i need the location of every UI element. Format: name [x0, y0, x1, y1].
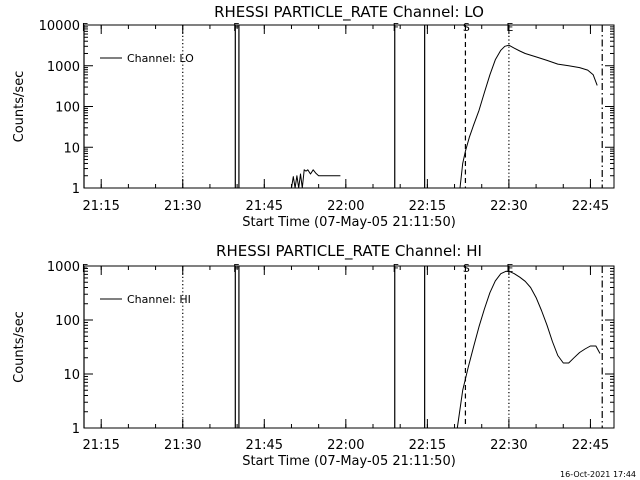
x-axis-label: Start Time (07-May-05 21:11:50): [242, 454, 456, 469]
x-tick-label: 21:45: [246, 199, 283, 214]
y-tick-label: 1000: [47, 60, 80, 75]
y-tick-label: 100: [55, 101, 80, 116]
y-tick-label: 10: [63, 141, 80, 156]
x-tick-label: 22:15: [409, 438, 446, 453]
lo-channel-panel: RHESSI PARTICLE_RATE Channel: LO 1 10 100 10…: [12, 3, 615, 230]
x-tick-label: 21:15: [82, 199, 119, 214]
footer-timestamp: 16-Oct-2021 17:44: [560, 470, 636, 479]
series-line: [291, 169, 341, 189]
x-tick-label: 22:30: [490, 199, 527, 214]
x-tick-label: 22:00: [327, 438, 364, 453]
y-tick-label: 10000: [39, 19, 80, 34]
x-axis-label: Start Time (07-May-05 21:11:50): [242, 215, 456, 230]
event-marker-label: F: [233, 262, 239, 275]
event-marker-label: S: [463, 21, 470, 34]
plot-frame: [83, 265, 615, 429]
chart-title: RHESSI PARTICLE_RATE Channel: HI: [216, 242, 482, 261]
x-tick-label: 22:30: [490, 438, 527, 453]
y-tick-label: 10: [63, 368, 80, 383]
event-marker-label: F: [82, 21, 88, 34]
x-tick-label: 21:15: [82, 438, 119, 453]
y-axis-label: Counts/sec: [12, 71, 27, 143]
series-line: [459, 44, 598, 189]
y-tick-label: 100: [55, 314, 80, 329]
y-axis-label: Counts/sec: [12, 311, 27, 383]
legend-label: Channel: HI: [127, 293, 191, 306]
x-tick-label: 21:45: [246, 438, 283, 453]
series-line: [456, 270, 601, 429]
plot-frame: [83, 24, 615, 189]
event-marker-label: S: [463, 262, 470, 275]
chart-title: RHESSI PARTICLE_RATE Channel: LO: [214, 3, 484, 22]
x-tick-label: 22:15: [409, 199, 446, 214]
event-marker-label: F: [233, 21, 239, 34]
hi-channel-panel: RHESSI PARTICLE_RATE Channel: HI 1 10 100 10…: [12, 242, 615, 469]
event-marker-label: F: [393, 21, 399, 34]
event-marker-label: F: [393, 262, 399, 275]
x-tick-label: 22:45: [572, 199, 609, 214]
y-tick-label: 1: [72, 182, 80, 197]
event-marker-label: E: [506, 262, 513, 275]
y-tick-label: 1000: [47, 260, 80, 275]
x-tick-label: 21:30: [164, 199, 201, 214]
event-marker-label: E: [506, 21, 513, 34]
y-tick-label: 1: [72, 422, 80, 437]
event-marker-label: F: [82, 262, 88, 275]
x-tick-label: 21:30: [164, 438, 201, 453]
x-tick-label: 22:45: [572, 438, 609, 453]
x-tick-label: 22:00: [327, 199, 364, 214]
legend-label: Channel: LO: [127, 52, 194, 65]
